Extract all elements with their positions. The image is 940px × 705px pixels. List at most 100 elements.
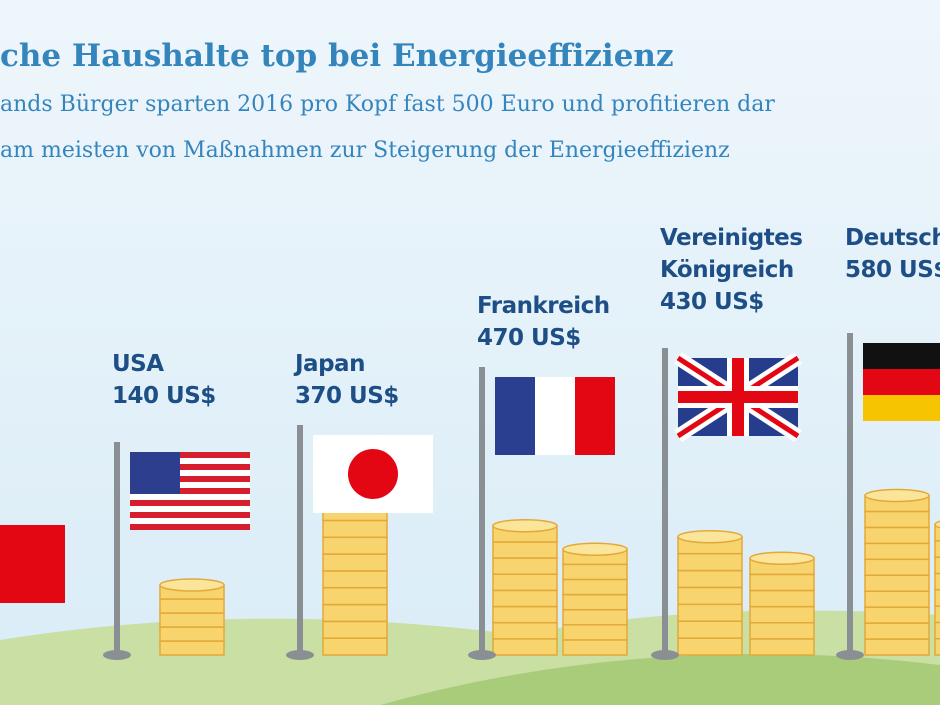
coin (492, 621, 558, 640)
flag-cross (678, 358, 798, 436)
coin (749, 605, 815, 624)
coin-top (492, 519, 558, 533)
coin (159, 612, 225, 628)
flag-stripe (130, 464, 250, 470)
country-name: Frankreich (477, 293, 610, 319)
coin (864, 590, 930, 608)
coin (492, 557, 558, 575)
coin (677, 637, 743, 656)
coin (159, 626, 225, 642)
coin-stacks (159, 578, 225, 656)
flag-stripe (130, 476, 250, 482)
flag-china (0, 525, 65, 603)
coin (864, 558, 930, 576)
value-label: 140 US$ (112, 383, 216, 409)
flag-stripe (130, 494, 250, 500)
title: che Haushalte top bei Energieeffizienz (0, 38, 674, 74)
coin (562, 624, 628, 641)
country-label: USA 140 US$ (112, 348, 287, 412)
coin (934, 605, 940, 624)
coin-top (749, 551, 815, 565)
country-label: Japan 370 US$ (295, 348, 470, 412)
flag-stripe (130, 500, 250, 506)
coin (322, 519, 388, 539)
coin (492, 589, 558, 608)
coin (677, 603, 743, 622)
flag-stripe (130, 482, 250, 488)
coin (562, 563, 628, 581)
coin (864, 574, 930, 592)
subtitle: am meisten von Maßnahmen zur Steigerung … (0, 138, 730, 163)
coin (562, 578, 628, 596)
value-label: 470 US$ (477, 325, 581, 351)
coin (322, 637, 388, 656)
flagpole-base (286, 650, 314, 660)
coin-stacks (492, 519, 628, 656)
coin (934, 523, 940, 542)
coin (864, 542, 930, 561)
coin-top (864, 488, 930, 503)
flag-stripe (130, 512, 250, 518)
coin (492, 541, 558, 559)
flag-group (651, 348, 802, 660)
coin (749, 573, 815, 592)
flag-stripe (575, 377, 615, 455)
coin (749, 638, 815, 656)
coin (322, 553, 388, 572)
flag-stripe (130, 458, 250, 464)
flag-stripe (130, 452, 250, 458)
value-label: 580 US$ (845, 257, 940, 283)
coin-stacks (677, 530, 815, 656)
coin (864, 638, 930, 656)
flag-canton (130, 452, 180, 494)
coin (749, 622, 815, 640)
coin (934, 572, 940, 591)
flag-stripe (130, 488, 250, 494)
coin (677, 569, 743, 589)
coin (864, 510, 930, 529)
country-label: Frankreich 470 US$ (477, 290, 652, 354)
flagpole-base (836, 650, 864, 660)
coin (159, 640, 225, 656)
coin-stacks (864, 488, 940, 656)
flag-group (286, 425, 433, 660)
coin-top (934, 520, 940, 529)
coin (864, 526, 930, 545)
value-label: 430 US$ (660, 289, 764, 315)
subtitle: ands Bürger sparten 2016 pro Kopf fast 5… (0, 92, 775, 117)
flag-stripe (495, 377, 535, 455)
flag-stripe (863, 343, 940, 369)
coin (934, 540, 940, 558)
flag-stripe (863, 395, 940, 421)
coin-top (562, 542, 628, 556)
country-label: Deutschland 580 US$ (845, 222, 940, 286)
coin (322, 570, 388, 589)
country-name: Deutschland (845, 225, 940, 251)
coin (934, 556, 940, 575)
flag-group (103, 442, 250, 660)
coin (749, 589, 815, 608)
flag-stripe (863, 369, 940, 395)
coin-top (159, 578, 225, 592)
flagpole-base (651, 650, 679, 660)
coin (159, 598, 225, 614)
coin (562, 608, 628, 626)
flagpole-base (468, 650, 496, 660)
value-label: 370 US$ (295, 383, 399, 409)
country-name: Japan (295, 351, 365, 377)
coin (562, 639, 628, 656)
flag-stripe (130, 470, 250, 476)
coin (677, 586, 743, 606)
coin (562, 593, 628, 611)
coin (864, 606, 930, 624)
flag-stripe (130, 524, 250, 530)
coin (492, 605, 558, 624)
flag-stripe (130, 506, 250, 512)
coin (934, 589, 940, 607)
coin (322, 536, 388, 555)
coin (677, 552, 743, 572)
coin (322, 586, 388, 606)
coin (677, 620, 743, 639)
